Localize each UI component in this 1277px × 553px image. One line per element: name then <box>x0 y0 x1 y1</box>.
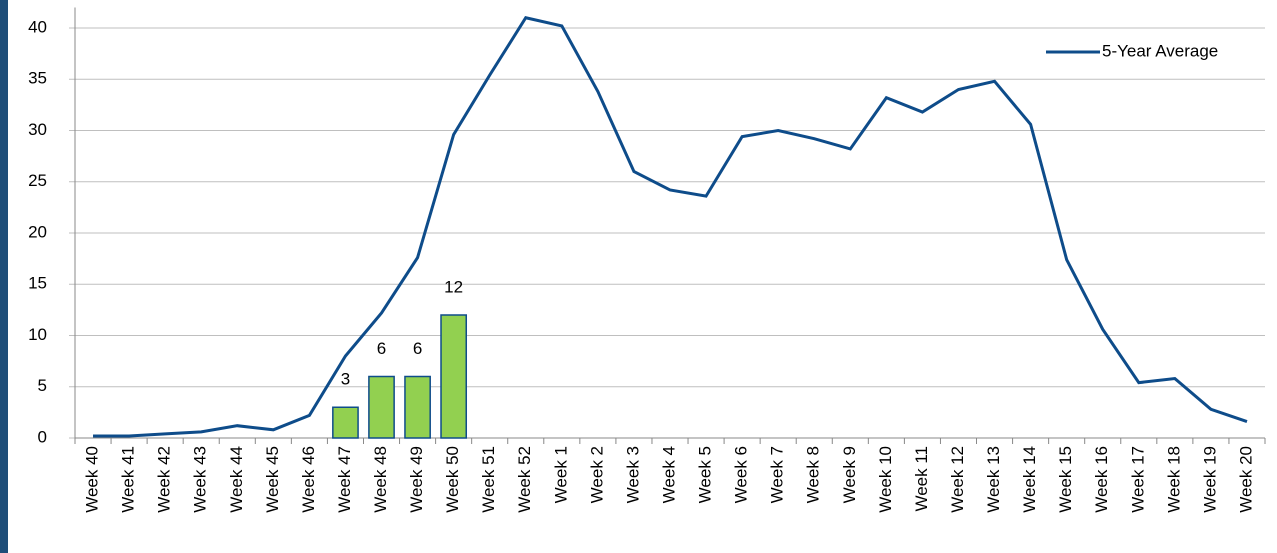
x-tick-label: Week 18 <box>1164 446 1183 513</box>
y-tick-label: 0 <box>38 427 47 446</box>
bar-value-label: 3 <box>341 370 350 389</box>
x-tick-label: Week 45 <box>263 446 282 513</box>
x-tick-label: Week 42 <box>155 446 174 513</box>
x-tick-label: Week 41 <box>119 446 138 513</box>
x-tick-label: Week 6 <box>732 446 751 503</box>
y-tick-label: 5 <box>38 376 47 395</box>
y-tick-label: 25 <box>28 171 47 190</box>
x-tick-label: Week 17 <box>1128 446 1147 513</box>
x-tick-label: Week 15 <box>1056 446 1075 513</box>
x-tick-label: Week 20 <box>1236 446 1255 513</box>
bar-value-label: 12 <box>444 277 463 296</box>
y-tick-label: 30 <box>28 120 47 139</box>
y-tick-label: 10 <box>28 325 47 344</box>
x-tick-label: Week 44 <box>227 446 246 513</box>
x-tick-label: Week 14 <box>1020 446 1039 513</box>
bar <box>332 406 359 439</box>
bar <box>404 375 431 439</box>
x-tick-label: Week 49 <box>407 446 426 513</box>
x-tick-label: Week 7 <box>768 446 787 503</box>
bar <box>440 314 468 439</box>
y-tick-label: 15 <box>28 274 47 293</box>
x-tick-label: Week 8 <box>804 446 823 503</box>
x-tick-label: Week 11 <box>912 446 931 512</box>
line <box>93 16 1248 438</box>
x-tick-label: Week 51 <box>479 446 498 513</box>
x-tick-label: Week 5 <box>696 446 715 503</box>
x-tick-label: Week 13 <box>984 446 1003 513</box>
x-tick-label: Week 19 <box>1200 446 1219 513</box>
x-tick-label: Week 4 <box>659 446 678 503</box>
x-tick-label: Week 46 <box>299 446 318 513</box>
x-tick-label: Week 9 <box>840 446 859 503</box>
legend-label: 5-Year Average <box>1102 41 1218 60</box>
x-tick-label: Week 10 <box>876 446 895 513</box>
x-tick-label: Week 1 <box>551 446 570 503</box>
bar <box>368 375 395 439</box>
y-tick-label: 35 <box>28 69 47 88</box>
x-tick-label: Week 16 <box>1092 446 1111 513</box>
left-border <box>0 0 8 553</box>
x-tick-label: Week 48 <box>371 446 390 513</box>
x-tick-label: Week 50 <box>443 446 462 513</box>
x-tick-label: Week 52 <box>515 446 534 513</box>
y-tick-label: 20 <box>28 222 47 241</box>
bar-value-label: 6 <box>377 339 386 358</box>
bar-value-label: 6 <box>413 339 422 358</box>
x-tick-label: Week 40 <box>83 446 102 513</box>
x-tick-label: Week 2 <box>587 446 606 503</box>
x-tick-label: Week 12 <box>948 446 967 513</box>
x-tick-label: Week 47 <box>335 446 354 513</box>
x-tick-label: Week 43 <box>191 446 210 513</box>
y-tick-label: 40 <box>28 17 47 36</box>
x-tick-label: Week 3 <box>623 446 642 503</box>
